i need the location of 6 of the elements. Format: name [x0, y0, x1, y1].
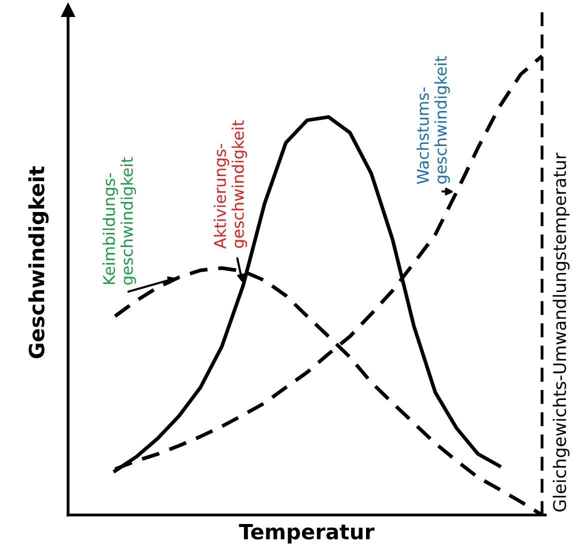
x-axis-title: Temperatur [238, 524, 374, 544]
text: Keimbildungs- geschwindigkeit [102, 157, 136, 285]
text: Aktivierungs- geschwindigkeit [214, 120, 248, 249]
text: Wachstums- geschwindigkeit [416, 56, 450, 184]
text: Gleichgewichts-Umwandlungstemperatur [552, 152, 570, 512]
y-axis-title: Geschwindigkeit [28, 166, 49, 358]
